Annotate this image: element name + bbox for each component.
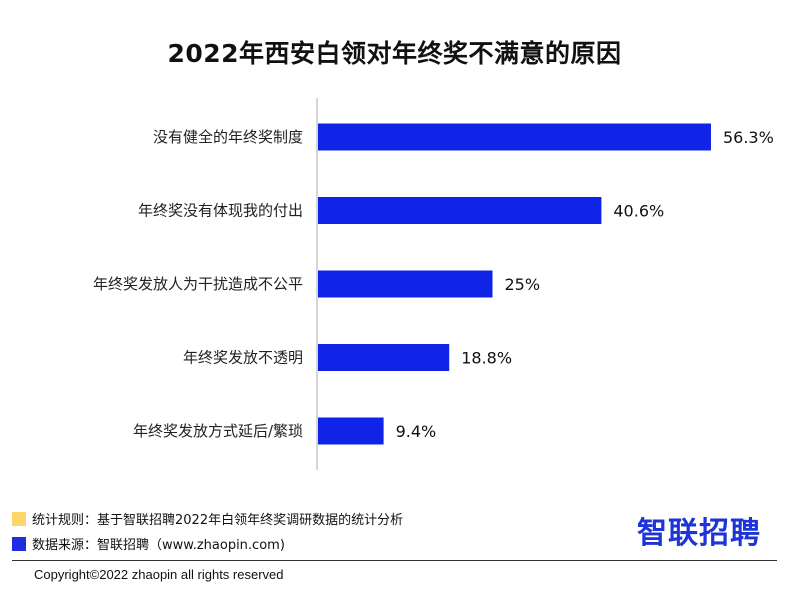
bar <box>318 123 711 151</box>
value-label: 56.3% <box>723 128 774 147</box>
category-label: 年终奖发放不透明 <box>183 349 303 367</box>
bar <box>318 344 450 371</box>
source-legend-swatch <box>12 537 26 551</box>
chart-title: 2022年西安白领对年终奖不满意的原因 <box>167 39 622 68</box>
rule-legend-swatch <box>12 512 26 526</box>
bar <box>318 417 384 445</box>
category-label: 年终奖发放人为干扰造成不公平 <box>93 275 303 293</box>
value-label: 18.8% <box>461 349 512 368</box>
footer-divider <box>12 560 777 561</box>
bar-chart: 没有健全的年终奖制度 56.3% 年终奖没有体现我的付出 40.6% 年终奖发放人为干扰… <box>93 98 774 470</box>
bar <box>318 197 602 224</box>
category-label: 年终奖没有体现我的付出 <box>138 202 303 220</box>
category-label: 年终奖发放方式延后/繁琐 <box>133 422 303 440</box>
category-label: 没有健全的年终奖制度 <box>153 128 303 146</box>
value-label: 25% <box>505 275 541 294</box>
value-label: 9.4% <box>396 422 437 441</box>
zhaopin-logo: 智联招聘 <box>637 516 761 551</box>
value-label: 40.6% <box>613 202 664 221</box>
bar <box>318 270 493 298</box>
rule-note: 统计规则：基于智联招聘2022年白领年终奖调研数据的统计分析 <box>12 509 403 528</box>
copyright-text: Copyright©2022 zhaopin all rights reserv… <box>34 567 284 582</box>
source-text: 数据来源：智联招聘（www.zhaopin.com) <box>32 538 285 553</box>
source-note: 数据来源：智联招聘（www.zhaopin.com) <box>12 534 285 553</box>
rule-text: 统计规则：基于智联招聘2022年白领年终奖调研数据的统计分析 <box>32 513 404 528</box>
